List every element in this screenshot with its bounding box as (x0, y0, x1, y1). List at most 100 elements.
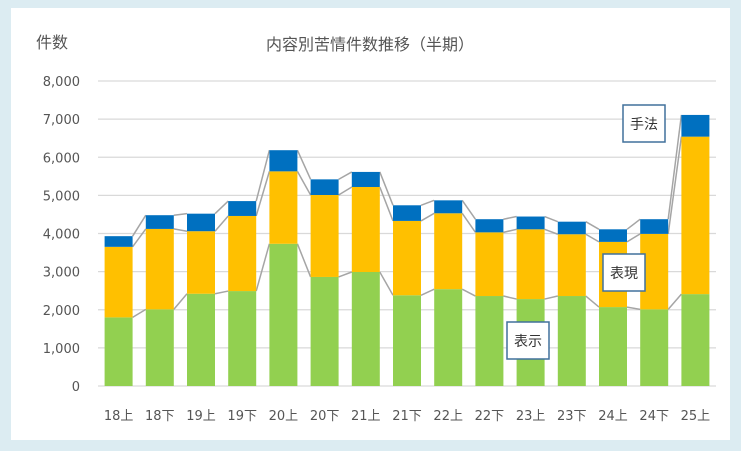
y-tick-label: 6,000 (43, 151, 80, 166)
bar-表現 (228, 215, 257, 292)
bar-表現 (393, 220, 421, 296)
y-tick-label: 0 (72, 380, 80, 395)
x-tick-label: 20下 (310, 409, 340, 424)
x-tick-label: 19下 (227, 409, 257, 424)
bar-手法 (599, 229, 627, 242)
bar-表示 (145, 309, 174, 386)
series-line (255, 150, 271, 202)
series-line (379, 171, 394, 206)
stacked-bar-chart: 内容別苦情件数推移（半期） 件数 0 1,000 2,000 3,000 4,000 5,… (36, 33, 716, 424)
series-label-box (506, 321, 550, 360)
series-line (503, 295, 517, 300)
chart-panel: 内容別苦情件数推移（半期） 件数 0 1,000 2,000 3,000 4,000 5,… (11, 8, 730, 440)
bar-表現 (310, 194, 339, 277)
bar-表現 (187, 231, 215, 294)
series-line (379, 271, 394, 296)
series-line (626, 306, 641, 311)
y-tick-label: 5,000 (43, 189, 80, 204)
y-tick-label: 4,000 (43, 228, 80, 243)
chart-title: 内容別苦情件数推移（半期） (266, 35, 474, 54)
series-line (585, 221, 600, 230)
series-line (461, 212, 477, 233)
bar-表示 (434, 289, 463, 386)
y-tick-label: 2,000 (43, 304, 80, 319)
bar-表現 (475, 232, 504, 297)
series-line (173, 293, 188, 310)
series-line (296, 170, 312, 196)
bar-表現 (104, 246, 133, 318)
series-line (338, 186, 353, 196)
x-tick-label: 18下 (145, 409, 175, 424)
bar-手法 (393, 205, 421, 221)
bar-表示 (599, 307, 627, 386)
series-line (214, 200, 229, 215)
bar-表示 (640, 309, 669, 386)
series-line (667, 293, 682, 310)
series-line (255, 243, 271, 292)
bar-手法 (228, 201, 257, 216)
bar-手法 (434, 200, 463, 214)
y-tick-label: 7,000 (43, 113, 80, 128)
x-tick-label: 22下 (475, 409, 505, 424)
x-tick-label: 19上 (186, 409, 216, 424)
series-line (544, 215, 559, 223)
series-line (461, 288, 476, 297)
series-label-手法: 手法 (622, 104, 666, 143)
bar-手法 (269, 150, 298, 172)
series-label-text: 手法 (630, 117, 658, 133)
series-line (667, 136, 683, 234)
bar-手法 (516, 216, 545, 230)
series-line (173, 228, 188, 232)
series-label-box (622, 104, 666, 143)
series-line (626, 233, 641, 243)
bar-表現 (681, 136, 710, 295)
series-line (544, 295, 558, 300)
series-line (667, 114, 683, 220)
bar-表示 (310, 276, 339, 386)
series-line (296, 149, 312, 180)
y-tick-label: 8,000 (43, 75, 80, 90)
bar-手法 (104, 236, 133, 247)
series-line (503, 228, 517, 234)
bar-表示 (681, 294, 710, 386)
bar-表現 (557, 234, 586, 297)
bar-手法 (351, 171, 380, 187)
x-tick-label: 23上 (516, 409, 546, 424)
series-label-text: 表現 (610, 266, 638, 282)
bar-表現 (351, 186, 380, 273)
series-line (338, 271, 353, 278)
series-line (173, 212, 188, 216)
series-line (420, 288, 435, 296)
series-line (131, 228, 147, 248)
series-line (255, 171, 271, 217)
series-label-text: 表示 (514, 334, 542, 350)
x-tick-label: 21下 (392, 409, 422, 424)
bar-表示 (187, 293, 215, 386)
bar-手法 (187, 213, 215, 232)
series-label-表示: 表示 (506, 321, 550, 360)
x-tick-label: 25上 (681, 409, 711, 424)
bar-表現 (434, 213, 463, 290)
y-tick-label: 1,000 (43, 342, 80, 357)
series-line (214, 290, 229, 295)
x-tick-label: 20上 (269, 409, 299, 424)
x-tick-label: 24上 (598, 409, 628, 424)
series-line (214, 215, 229, 232)
bar-表示 (475, 296, 504, 386)
series-label-box (602, 253, 646, 292)
x-tick-label: 23下 (557, 409, 587, 424)
series-line (585, 233, 600, 243)
series-line (585, 295, 600, 308)
x-tick-label: 24下 (639, 409, 669, 424)
series-line (338, 171, 353, 181)
bar-手法 (475, 219, 504, 233)
series-line (420, 199, 435, 206)
series-label-表現: 表現 (602, 253, 646, 292)
series-line (461, 199, 477, 220)
series-line (626, 218, 641, 230)
bar-手法 (310, 179, 339, 195)
series-line (296, 243, 312, 278)
bar-表示 (557, 296, 586, 386)
bar-表示 (228, 291, 257, 386)
y-axis-label: 件数 (36, 33, 68, 52)
